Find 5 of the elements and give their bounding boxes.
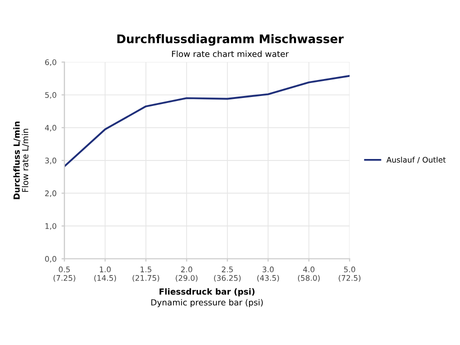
y-axis-title: Durchfluss L/min Flow rate L/min: [13, 122, 29, 200]
line-series: [64, 74, 350, 168]
chart-subtitle: Flow rate chart mixed water: [172, 50, 289, 58]
chart-title: Durchflussdiagramm Mischwasser: [117, 34, 344, 46]
x-axis-title: Fliessdruck bar (psi) Dynamic pressure bar (psi): [151, 288, 263, 308]
